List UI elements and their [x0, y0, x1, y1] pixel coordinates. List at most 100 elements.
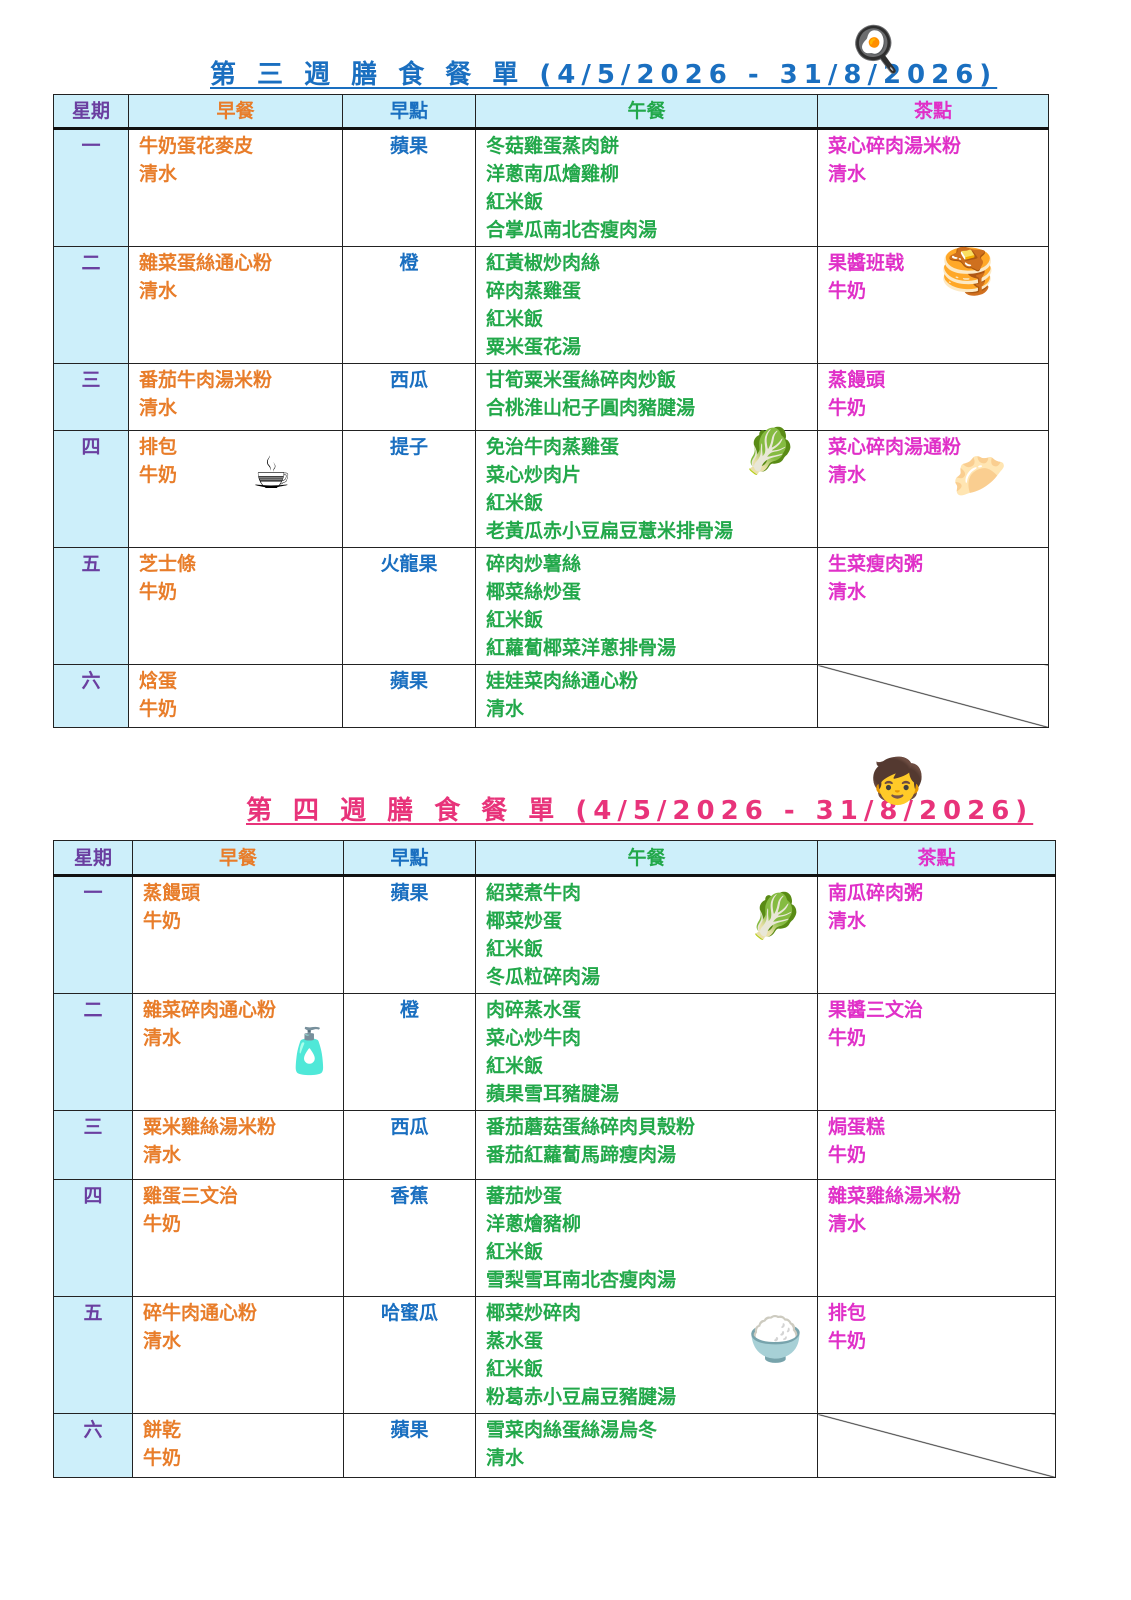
menu-item: 雜菜碎肉通心粉 [143, 999, 277, 1021]
header-tea: 茶點 [817, 94, 1049, 130]
snack-cell: 蘋果 [343, 1413, 476, 1478]
menu-item: 清水 [828, 163, 867, 185]
menu-item: 碎肉蒸雞蛋 [486, 280, 582, 302]
menu-item: 椰菜炒蛋 [486, 910, 563, 932]
menu-item: 清水 [828, 464, 867, 486]
snack-cell: 蘋果 [342, 664, 476, 728]
tea-cell: 菜心碎肉湯米粉 清水 [817, 128, 1049, 247]
lunch-cell: 甘筍粟米蛋絲碎肉炒飯 合桃淮山杞子圓肉豬腱湯 [475, 363, 818, 431]
menu-item: 雜菜雞絲湯米粉 [828, 1185, 962, 1207]
day-cell: 四 [53, 1179, 133, 1297]
menu-item: 蒸饅頭 [828, 369, 886, 391]
snack-cell: 火龍果 [342, 547, 476, 665]
menu-item: 牛奶 [828, 280, 867, 302]
day-cell: 一 [53, 128, 129, 247]
header-snack: 早點 [343, 840, 476, 877]
snack-cell: 西瓜 [343, 1110, 476, 1180]
breakfast-cell: 雜菜碎肉通心粉 清水 [132, 993, 344, 1111]
menu-item: 冬菇雞蛋蒸肉餅 [486, 135, 620, 157]
tea-cell [817, 664, 1049, 728]
menu-item: 紹菜煮牛肉 [486, 882, 582, 904]
table-row: 六焓蛋 牛奶 蘋果 娃娃菜肉絲通心粉 清水 [53, 664, 1049, 728]
menu-item: 番茄牛肉湯米粉 [139, 369, 273, 391]
menu-item: 清水 [143, 1144, 182, 1166]
tea-cell: 菜心碎肉湯通粉 清水 [817, 430, 1049, 548]
cabbage-icon: 🥬 [742, 426, 797, 477]
lunch-cell: 番茄蘑菇蛋絲碎肉貝殼粉 番茄紅蘿蔔馬蹄瘦肉湯 [475, 1110, 818, 1180]
menu-item: 紅米飯 [486, 308, 544, 330]
tea-cell [817, 1413, 1056, 1478]
snack-cell: 橙 [342, 246, 476, 364]
lunch-cell: 蕃茄炒蛋 洋蔥燴豬柳 紅米飯 雪梨雪耳南北杏瘦肉湯 [475, 1179, 818, 1297]
menu-item: 菜心炒肉片 [486, 464, 582, 486]
day-cell: 五 [53, 547, 129, 665]
lunch-cell: 娃娃菜肉絲通心粉 清水 [475, 664, 818, 728]
menu-item: 甘筍粟米蛋絲碎肉炒飯 [486, 369, 677, 391]
menu-item: 清水 [143, 1027, 182, 1049]
menu-item: 牛奶 [828, 397, 867, 419]
header-breakfast: 早餐 [132, 840, 344, 877]
menu-item: 餅乾 [143, 1419, 182, 1441]
breakfast-cell: 排包 牛奶 [128, 430, 343, 548]
menu-item: 碎牛肉通心粉 [143, 1302, 258, 1324]
menu-item: 雜菜蛋絲通心粉 [139, 252, 273, 274]
menu-item: 清水 [486, 1447, 525, 1469]
menu-item: 紅米飯 [486, 1241, 544, 1263]
day-cell: 三 [53, 1110, 133, 1180]
tea-cell: 蒸饅頭 牛奶 [817, 363, 1049, 431]
menu-item: 清水 [828, 910, 867, 932]
menu-item: 蘋果雪耳豬腱湯 [486, 1083, 620, 1105]
menu-item: 碎肉炒薯絲 [486, 553, 582, 575]
table-row: 二雜菜蛋絲通心粉 清水橙紅黃椒炒肉絲 碎肉蒸雞蛋 紅米飯 粟米蛋花湯 果醬班戟 牛奶 [53, 246, 1049, 364]
week4-menu-table: 星期 早餐 早點 午餐 茶點一蒸饅頭 牛奶 蘋果 紹菜煮牛肉 椰菜炒蛋 紅米飯 冬瓜粒碎肉湯 南瓜碎肉… [53, 840, 1056, 1478]
tea-cell: 雜菜雞絲湯米粉 清水 [817, 1179, 1056, 1297]
day-cell: 六 [53, 1413, 133, 1478]
lunch-cell: 雪菜肉絲蛋絲湯烏冬 清水 [475, 1413, 818, 1478]
menu-item: 雞蛋三文治 [143, 1185, 239, 1207]
header-day: 星期 [53, 840, 133, 877]
rice-bowl-icon: 🍚 [748, 1314, 803, 1365]
menu-item: 洋蔥燴豬柳 [486, 1213, 582, 1235]
snack-cell: 提子 [342, 430, 476, 548]
menu-item: 牛奶 [828, 1144, 867, 1166]
lunch-cell: 紹菜煮牛肉椰菜炒蛋紅米飯冬瓜粒碎肉湯 [475, 875, 818, 994]
menu-item: 清水 [139, 280, 178, 302]
menu-item: 冬瓜粒碎肉湯 [486, 966, 601, 988]
menu-item: 粉葛赤小豆扁豆豬腱湯 [486, 1386, 677, 1408]
menu-item: 清水 [143, 1330, 182, 1352]
lunch-cell: 冬菇雞蛋蒸肉餅 洋蔥南瓜燴雞柳 紅米飯 合掌瓜南北杏瘦肉湯 [475, 128, 818, 247]
menu-item: 椰菜絲炒蛋 [486, 581, 582, 603]
menu-item: 牛奶 [828, 1027, 867, 1049]
menu-item: 蒸饅頭 [143, 882, 201, 904]
table-row: 五碎牛肉通心粉 清水 哈蜜瓜 椰菜炒碎肉 蒸水蛋 紅米飯 粉葛赤小豆扁豆豬腱湯 排包 牛奶 [53, 1296, 1056, 1414]
menu-item: 生菜瘦肉粥 [828, 553, 924, 575]
menu-item: 排包 [139, 436, 178, 458]
day-cell: 六 [53, 664, 129, 728]
menu-item: 清水 [139, 163, 178, 185]
snack-cell: 香蕉 [343, 1179, 476, 1297]
header-lunch: 午餐 [475, 94, 818, 130]
menu-item: 焗蛋糕 [828, 1116, 886, 1138]
water-bottle-icon: 🧴 [282, 1026, 337, 1077]
menu-item: 南瓜碎肉粥 [828, 882, 924, 904]
menu-item: 粟米蛋花湯 [486, 336, 582, 358]
menu-item: 紅米飯 [486, 938, 544, 960]
menu-item: 芝士條 [139, 553, 197, 575]
menu-item: 菜心碎肉湯米粉 [828, 135, 962, 157]
table-row: 一牛奶蛋花麥皮 清水 蘋果 冬菇雞蛋蒸肉餅 洋蔥南瓜燴雞柳 紅米飯 合掌瓜南北杏瘦肉湯 菜心碎… [53, 128, 1049, 247]
breakfast-cell: 焓蛋 牛奶 [128, 664, 343, 728]
lunch-cell: 碎肉炒薯絲 椰菜絲炒蛋 紅米飯 紅蘿蔔椰菜洋蔥排骨湯 [475, 547, 818, 665]
tea-cell: 焗蛋糕 牛奶 [817, 1110, 1056, 1180]
cabbage-icon: 🥬 [748, 891, 803, 942]
table-row: 四雞蛋三文治 牛奶 香蕉 蕃茄炒蛋 洋蔥燴豬柳 紅米飯 雪梨雪耳南北杏瘦肉湯 雜菜雞絲湯米粉清… [53, 1179, 1056, 1297]
day-cell: 五 [53, 1296, 133, 1414]
menu-item: 合掌瓜南北杏瘦肉湯 [486, 219, 658, 241]
breakfast-cell: 番茄牛肉湯米粉 清水 [128, 363, 343, 431]
table-row: 六餅乾 牛奶 蘋果 雪菜肉絲蛋絲湯烏冬 清水 [53, 1413, 1056, 1478]
snack-cell: 蘋果 [343, 875, 476, 994]
menu-item: 紅米飯 [486, 1055, 544, 1077]
child-eating-icon: 🧒 [870, 756, 925, 807]
breakfast-cell: 餅乾 牛奶 [132, 1413, 344, 1478]
week3-title: 第 三 週 膳 食 餐 單 (4/5/2026 - 31/8/2026) [210, 60, 998, 90]
table-row: 四排包 牛奶 提子 免治牛肉蒸雞蛋 菜心炒肉片 紅米飯 老黃瓜赤小豆扁豆薏米排骨湯 菜心碎肉湯… [53, 430, 1049, 548]
